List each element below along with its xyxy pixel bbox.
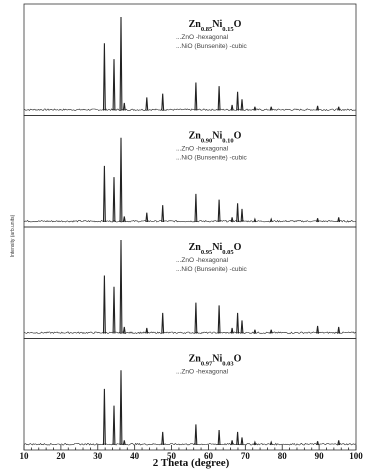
peak [102, 388, 106, 446]
peak [337, 106, 341, 111]
peak [122, 216, 126, 223]
peak [253, 329, 257, 334]
peak [217, 199, 221, 223]
peak [217, 429, 221, 446]
legend-entry: ...NiO (Bunsenite) -cubic [176, 43, 248, 50]
peak [230, 327, 234, 334]
panel-2: Zn0.90Ni0.10O...ZnO -hexagonal ...NiO (Bu… [23, 115, 357, 228]
x-tick-label: 80 [278, 451, 288, 461]
legend-entry: ...ZnO -hexagonal [176, 34, 229, 41]
peak [236, 91, 240, 111]
peak [112, 286, 116, 334]
peak [253, 217, 257, 223]
peak [161, 312, 165, 334]
panel-4: Zn0.97Ni0.03O...ZnO -hexagonal [23, 338, 357, 451]
y-axis-label: Intensity (arb.units) [10, 214, 16, 257]
peak [194, 424, 198, 446]
peak [194, 193, 198, 223]
peak [217, 86, 221, 111]
peak [337, 217, 341, 223]
peak [119, 137, 123, 223]
x-axis-label: 2 Theta (degree) [153, 457, 230, 469]
baseline-noise [23, 331, 357, 335]
peak [240, 99, 244, 111]
peak [122, 102, 126, 111]
baseline-noise [23, 442, 357, 446]
peak [194, 82, 198, 111]
x-tick-label: 90 [315, 451, 325, 461]
peak [316, 441, 320, 446]
peak [145, 327, 149, 334]
peak [119, 239, 123, 334]
peak [253, 440, 257, 446]
peak [253, 106, 257, 111]
peak [337, 326, 341, 334]
baseline-noise [23, 108, 357, 111]
peak [161, 431, 165, 446]
peak [145, 212, 149, 223]
peak [236, 312, 240, 334]
peak [240, 208, 244, 223]
peak [230, 440, 234, 446]
peak [122, 326, 126, 334]
peak [240, 320, 244, 334]
sample-label: Zn0.85Ni0.15O [189, 19, 242, 33]
legend-entry: ...NiO (Bunsenite) -cubic [176, 155, 248, 162]
panel-3: Zn0.95Ni0.05O...ZnO -hexagonal ...NiO (Bu… [23, 226, 357, 339]
peak [240, 437, 244, 446]
peak [230, 217, 234, 223]
peak [316, 325, 320, 334]
peak [236, 431, 240, 446]
peak [161, 205, 165, 223]
x-axis: 10 20 30 40 50 60 70 80 90 100 [20, 445, 363, 461]
peak [194, 302, 198, 334]
peak [269, 329, 273, 334]
x-tick-label: 30 [93, 451, 103, 461]
legend-entry: ...NiO (Bunsenite) -cubic [176, 266, 248, 273]
peak [102, 165, 106, 223]
legend-entry: ...ZnO -hexagonal [176, 369, 229, 376]
peak [269, 106, 273, 111]
sample-label: Zn0.90Ni0.10O [189, 131, 242, 145]
sample-label: Zn0.95Ni0.05O [189, 242, 242, 256]
peak [102, 43, 106, 111]
peak [316, 105, 320, 111]
peak [316, 218, 320, 223]
x-tick-label: 10 [20, 451, 30, 461]
peak [112, 405, 116, 446]
peak [119, 16, 123, 111]
x-tick-label: 70 [241, 451, 251, 461]
x-tick-label: 60 [204, 451, 214, 461]
baseline-noise [23, 219, 357, 223]
peak [122, 440, 126, 446]
peak [337, 440, 341, 446]
peak [217, 305, 221, 334]
x-tick-label: 50 [167, 451, 177, 461]
peak [161, 93, 165, 111]
x-tick-label: 20 [56, 451, 66, 461]
peak [269, 440, 273, 446]
panel-1: Zn0.85Ni0.15O...ZnO -hexagonal ...NiO (Bu… [23, 3, 357, 116]
peak [236, 203, 240, 223]
peak [230, 104, 234, 111]
peak [102, 275, 106, 334]
x-tick-label: 100 [349, 451, 363, 461]
sample-label: Zn0.97Ni0.03O [189, 354, 242, 368]
peak [269, 217, 273, 223]
peak [145, 97, 149, 111]
peak [119, 370, 123, 446]
panel-frame [23, 338, 357, 451]
peak [112, 177, 116, 223]
legend-entry: ...ZnO -hexagonal [176, 257, 229, 264]
legend-entry: ...ZnO -hexagonal [176, 146, 229, 153]
x-tick-label: 40 [130, 451, 140, 461]
peak [112, 59, 116, 111]
chart-panels: Zn0.85Ni0.15O...ZnO -hexagonal...NiO (Bu… [23, 3, 357, 451]
